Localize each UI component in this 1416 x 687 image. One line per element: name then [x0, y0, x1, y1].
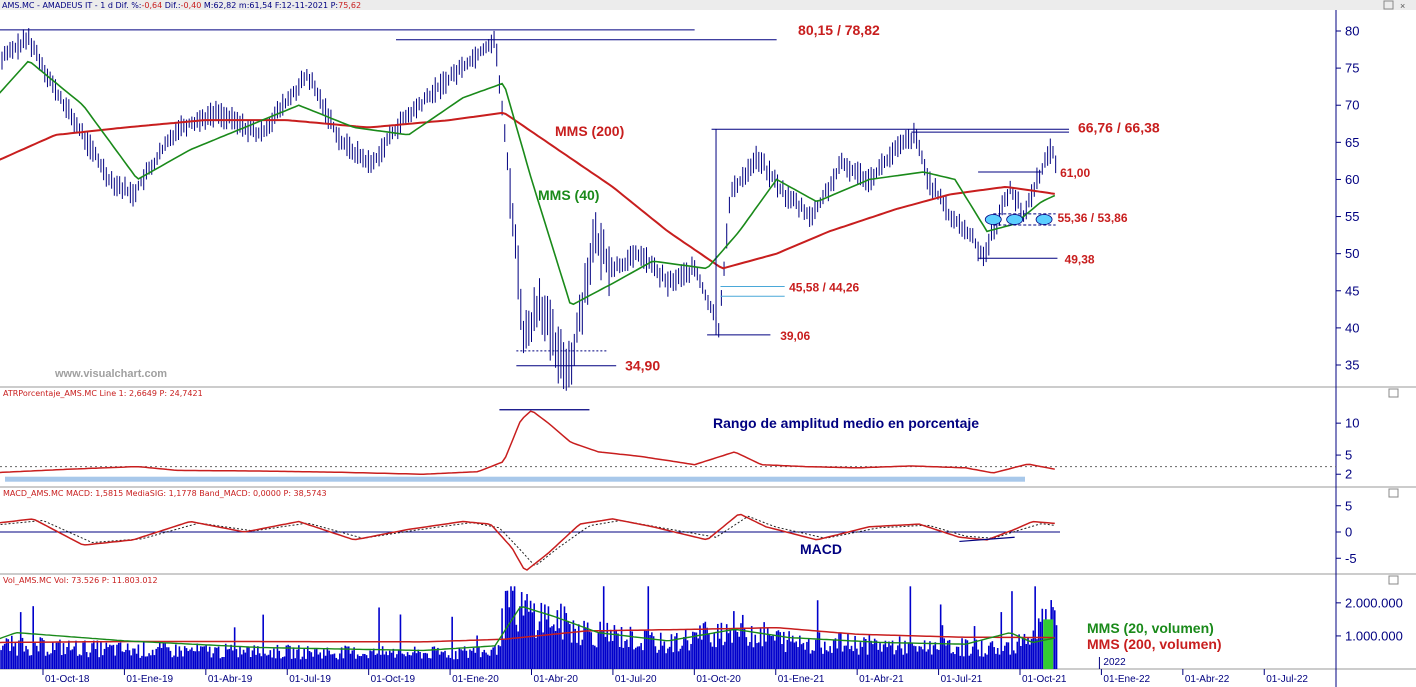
panel-minimize-icon[interactable] [1388, 575, 1399, 585]
atr-title: Rango de amplitud medio en porcentaje [713, 415, 979, 431]
macd-signal-line [0, 515, 1055, 566]
mms40-label: MMS (40) [538, 187, 599, 203]
x-year-label: 2022 [1103, 657, 1126, 668]
level-label: 80,15 / 78,82 [798, 22, 880, 38]
price-y-tick-label: 60 [1345, 172, 1359, 187]
mms200-line [0, 111, 1055, 270]
level-label: 55,36 / 53,86 [1057, 211, 1127, 225]
level-label: 45,58 / 44,26 [789, 280, 859, 294]
price-y-tick-label: 45 [1345, 283, 1359, 298]
macd-panel [0, 513, 1060, 571]
price-y-tick-label: 35 [1345, 358, 1359, 373]
macd-divergence-line [959, 536, 1015, 543]
x-tick-label: 01-Abr-22 [1185, 674, 1230, 685]
x-tick-label: 01-Jul-20 [615, 674, 657, 685]
macd-line [0, 513, 1055, 571]
x-tick-label: 01-Ene-19 [126, 674, 173, 685]
panel-minimize-icon[interactable] [1388, 488, 1399, 498]
volume-y-tick-label: 2.000.000 [1345, 595, 1403, 610]
atr-y-tick-label: 2 [1345, 467, 1352, 482]
vol-mms200-label: MMS (200, volumen) [1087, 636, 1222, 652]
x-tick-label: 01-Jul-22 [1266, 674, 1308, 685]
volume-y-tick-label: 1.000.000 [1345, 628, 1403, 643]
highlight-marker [1035, 214, 1053, 225]
x-tick-label: 01-Abr-21 [859, 674, 904, 685]
vol-mms20-label: MMS (20, volumen) [1087, 620, 1214, 636]
atr-y-tick-label: 5 [1345, 448, 1352, 463]
atr-panel [0, 409, 1336, 482]
close-icon[interactable]: × [1400, 1, 1405, 11]
x-axis-ticks: 01-Oct-18 01-Ene-19 01-Abr-19 01-Jul-19 01-O… [42, 657, 1308, 685]
x-tick-label: 01-Jul-21 [941, 674, 983, 685]
atr-header: ATRPorcentaje_AMS.MC Line 1: 2,6649 P: 2… [3, 389, 203, 398]
volume-mms200-line [0, 626, 1055, 644]
price-y-tick-label: 65 [1345, 135, 1359, 150]
atr-y-tick-label: 10 [1345, 416, 1359, 431]
level-label: 34,90 [625, 358, 660, 374]
volume-highlight-bar [1043, 619, 1054, 669]
x-tick-label: 01-Oct-19 [371, 674, 416, 685]
minimize-icon[interactable] [1383, 0, 1394, 10]
macd-title: MACD [800, 541, 842, 557]
x-tick-label: 01-Abr-19 [208, 674, 253, 685]
x-tick-label: 01-Jul-19 [289, 674, 331, 685]
highlight-marker [1006, 214, 1024, 225]
price-y-tick-label: 50 [1345, 246, 1359, 261]
support-resistance-levels: 80,15 / 78,82 66,76 / 66,38 61,00 55,36 / 5… [0, 22, 1160, 374]
price-bars [1, 28, 1057, 391]
panel-minimize-icon[interactable] [1388, 388, 1399, 398]
volume-panel [0, 586, 1058, 669]
price-y-tick-label: 80 [1345, 24, 1359, 39]
price-y-tick-label: 55 [1345, 209, 1359, 224]
level-label: 66,76 / 66,38 [1078, 119, 1160, 135]
level-label: 39,06 [780, 329, 810, 343]
x-tick-label: 01-Oct-18 [45, 674, 90, 685]
atr-line [0, 410, 1055, 475]
price-y-tick-label: 40 [1345, 320, 1359, 335]
vol-header: Vol_AMS.MC Vol: 73.526 P: 11.803.012 [3, 576, 158, 585]
price-y-tick-label: 70 [1345, 98, 1359, 113]
mms200-label: MMS (200) [555, 123, 624, 139]
volume-mms20-line [0, 606, 1055, 652]
y-axis-ticks: 35404550556065707580251050-51.000.0002.0… [1336, 24, 1403, 643]
x-tick-label: 01-Ene-20 [452, 674, 499, 685]
macd-y-tick-label: -5 [1345, 551, 1357, 566]
watermark: www.visualchart.com [54, 368, 167, 380]
macd-header: MACD_AMS.MC MACD: 1,5815 MediaSIG: 1,177… [3, 489, 327, 498]
main-header-bar [0, 0, 1416, 10]
price-y-tick-label: 75 [1345, 61, 1359, 76]
atr-band [5, 476, 1025, 482]
window-controls: × [1383, 0, 1405, 11]
level-label: 49,38 [1065, 252, 1095, 266]
macd-y-tick-label: 0 [1345, 525, 1352, 540]
x-tick-label: 01-Oct-20 [696, 674, 741, 685]
x-tick-label: 01-Abr-20 [534, 674, 579, 685]
main-header-text: AMS.MC - AMADEUS IT - 1 d Dif. %:-0,64 D… [2, 1, 361, 10]
x-tick-label: 01-Ene-22 [1103, 674, 1150, 685]
x-tick-label: 01-Oct-21 [1022, 674, 1067, 685]
macd-y-tick-label: 5 [1345, 498, 1352, 513]
level-label: 61,00 [1060, 166, 1090, 180]
x-tick-label: 01-Ene-21 [778, 674, 825, 685]
mms40-line [0, 60, 1056, 306]
price-moving-averages [0, 60, 1056, 306]
highlight-marker [984, 214, 1002, 225]
